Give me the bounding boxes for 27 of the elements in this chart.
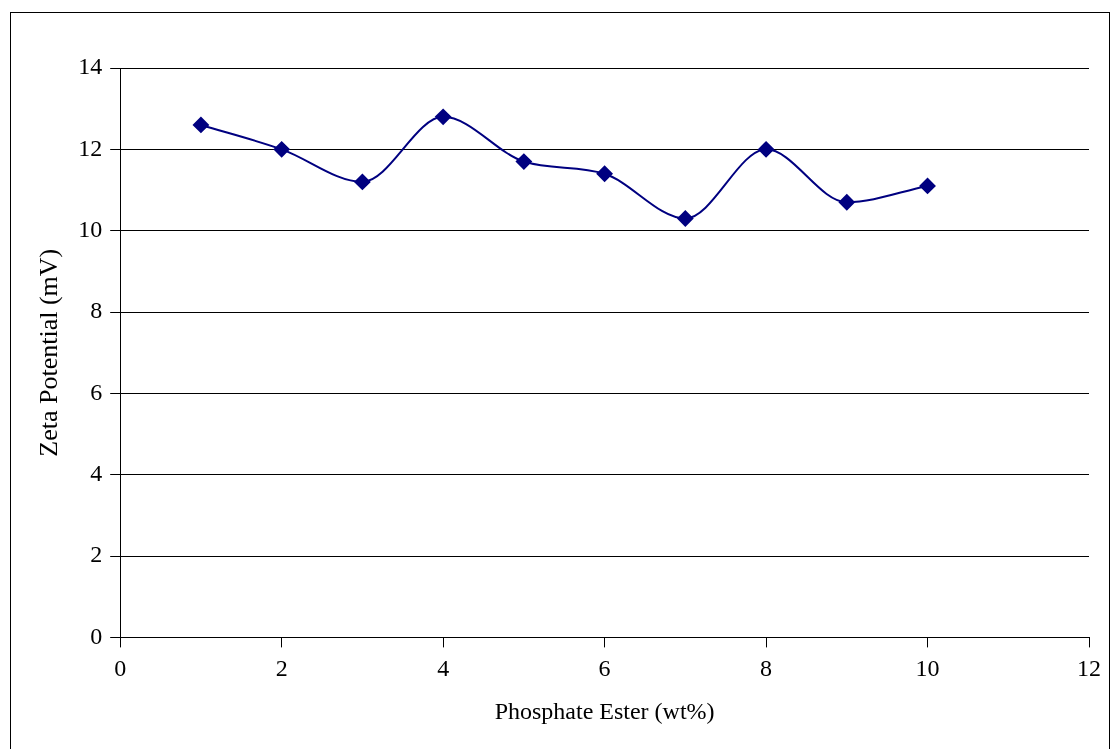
- x-tick-label: 0: [114, 655, 127, 682]
- x-tick-label: 2: [275, 655, 288, 682]
- point: [838, 194, 855, 211]
- y-tick-label: 8: [90, 297, 103, 324]
- x-tick-label: 8: [760, 655, 773, 682]
- y-tick-label: 2: [90, 541, 103, 568]
- point: [192, 116, 209, 133]
- point: [596, 165, 613, 182]
- x-axis-title: Phosphate Ester (wt%): [494, 697, 715, 724]
- point: [758, 141, 775, 158]
- y-tick-label: 4: [90, 460, 103, 487]
- x-tick-label: 10: [915, 655, 940, 682]
- x-tick-label: 4: [437, 655, 450, 682]
- x-tick-label: 6: [598, 655, 611, 682]
- point: [919, 177, 936, 194]
- point: [273, 141, 290, 158]
- point: [354, 173, 371, 190]
- point: [677, 210, 694, 227]
- y-tick-label: 14: [78, 53, 103, 80]
- point: [515, 153, 532, 170]
- y-tick-label: 10: [78, 215, 103, 242]
- y-tick-label: 12: [78, 134, 103, 161]
- x-tick-label: 12: [1077, 655, 1101, 682]
- y-tick-label: 0: [90, 622, 103, 649]
- y-tick-label: 6: [90, 378, 103, 405]
- point: [435, 108, 452, 125]
- y-axis-title: Zeta Potential (mV): [34, 248, 64, 457]
